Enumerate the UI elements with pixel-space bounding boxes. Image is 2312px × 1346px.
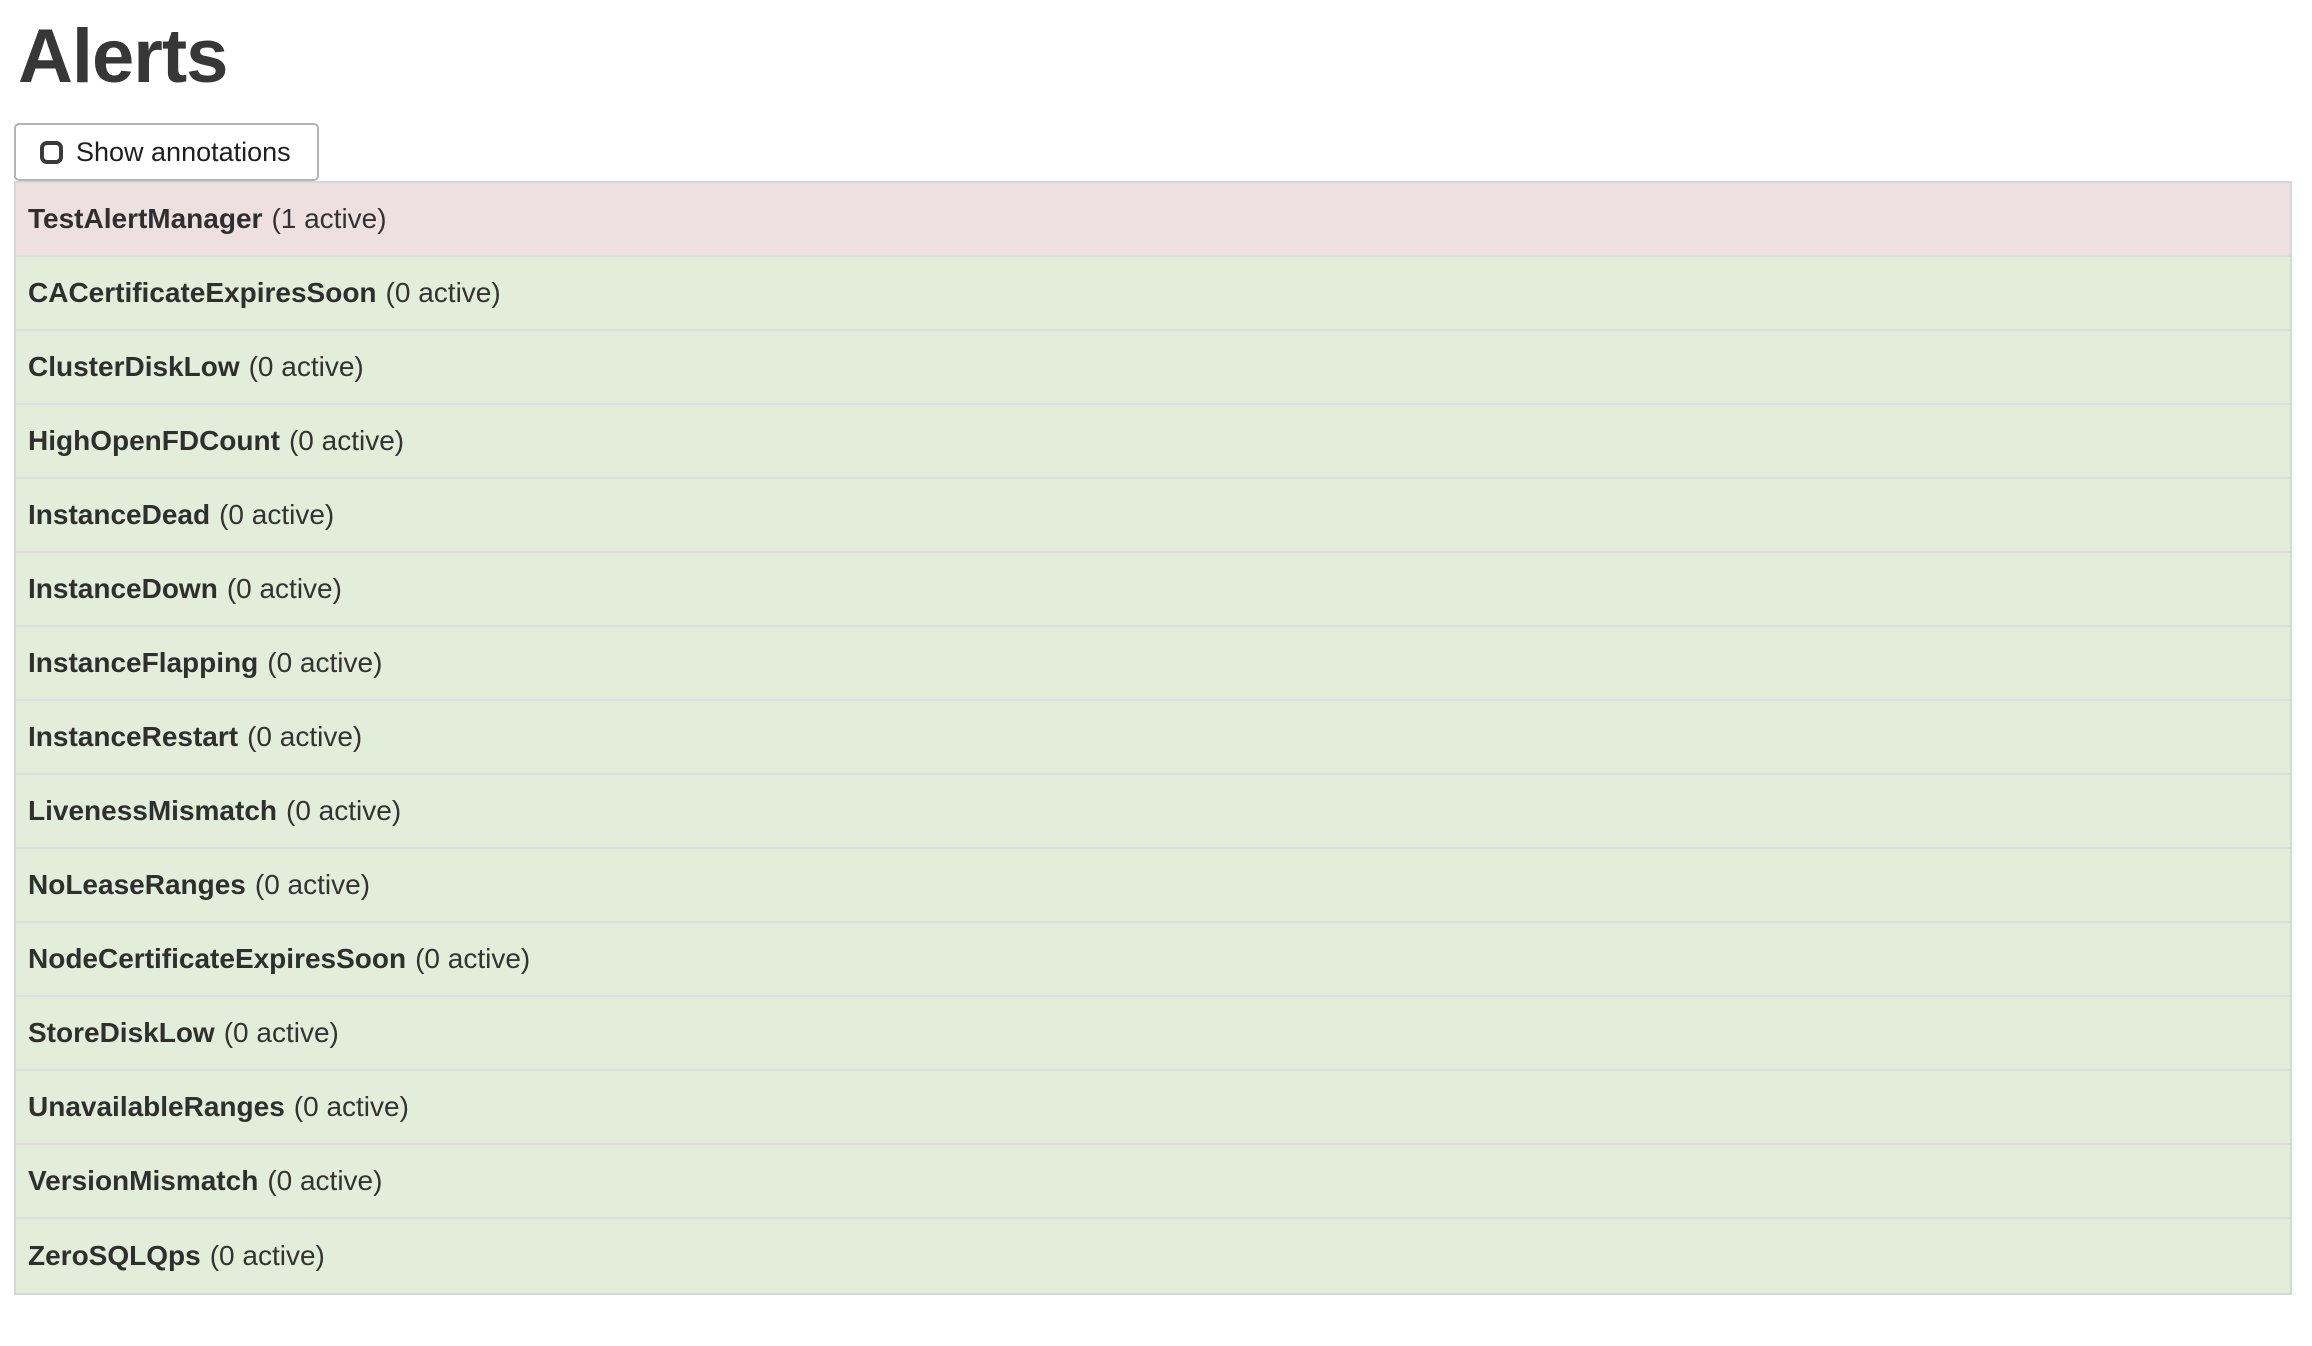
alert-rule-row[interactable]: VersionMismatch (0 active) — [16, 1145, 2290, 1220]
toolbar: Show annotations — [14, 123, 2292, 182]
show-annotations-label: Show annotations — [76, 136, 291, 167]
alert-rule-row[interactable]: InstanceFlapping (0 active) — [16, 627, 2290, 702]
alert-active-count: (1 active) — [271, 203, 387, 235]
alert-rule-name: NoLeaseRanges — [28, 869, 246, 901]
alerts-list: TestAlertManager (1 active) CACertificat… — [14, 181, 2292, 1296]
alert-rule-name: TestAlertManager — [28, 203, 263, 235]
alert-rule-row[interactable]: InstanceDown (0 active) — [16, 553, 2290, 628]
alert-active-count: (0 active) — [267, 647, 383, 679]
alert-rule-name: InstanceRestart — [28, 721, 239, 753]
alert-rule-row[interactable]: ZeroSQLQps (0 active) — [16, 1219, 2290, 1294]
alert-rule-row[interactable]: InstanceRestart (0 active) — [16, 701, 2290, 776]
alerts-page: Alerts Show annotations TestAlertManager… — [0, 14, 2312, 1296]
alert-active-count: (0 active) — [248, 351, 364, 383]
alert-rule-row[interactable]: LivenessMismatch (0 active) — [16, 775, 2290, 850]
show-annotations-button[interactable]: Show annotations — [14, 123, 319, 182]
alert-active-count: (0 active) — [267, 1165, 383, 1197]
alert-active-count: (0 active) — [209, 1240, 325, 1272]
alert-rule-name: NodeCertificateExpiresSoon — [28, 943, 407, 975]
alert-rule-name: InstanceDown — [28, 573, 218, 605]
alert-rule-name: InstanceFlapping — [28, 647, 259, 679]
alert-rule-row[interactable]: CACertificateExpiresSoon (0 active) — [16, 257, 2290, 332]
alert-active-count: (0 active) — [293, 1091, 409, 1123]
alert-rule-row[interactable]: UnavailableRanges (0 active) — [16, 1071, 2290, 1146]
alert-rule-name: CACertificateExpiresSoon — [28, 277, 377, 309]
alert-active-count: (0 active) — [286, 795, 402, 827]
alert-active-count: (0 active) — [415, 943, 531, 975]
show-annotations-checkbox-icon[interactable] — [40, 140, 63, 164]
alert-active-count: (0 active) — [254, 869, 371, 901]
alert-rule-name: ZeroSQLQps — [28, 1240, 201, 1272]
alert-rule-row[interactable]: TestAlertManager (1 active) — [16, 183, 2290, 258]
alert-rule-name: HighOpenFDCount — [28, 425, 280, 457]
alert-rule-row[interactable]: NodeCertificateExpiresSoon (0 active) — [16, 923, 2290, 998]
alert-active-count: (0 active) — [247, 721, 363, 753]
alert-active-count: (0 active) — [219, 499, 335, 531]
alert-rule-row[interactable]: ClusterDiskLow (0 active) — [16, 331, 2290, 406]
alert-rule-name: ClusterDiskLow — [28, 351, 240, 383]
alert-active-count: (0 active) — [288, 425, 405, 457]
alert-active-count: (0 active) — [223, 1017, 339, 1049]
alert-rule-name: StoreDiskLow — [28, 1017, 215, 1049]
alert-rule-name: VersionMismatch — [28, 1165, 259, 1197]
alert-rule-row[interactable]: HighOpenFDCount (0 active) — [16, 405, 2290, 480]
alert-rule-row[interactable]: InstanceDead (0 active) — [16, 479, 2290, 554]
alert-active-count: (0 active) — [226, 573, 342, 605]
alert-active-count: (0 active) — [385, 277, 501, 309]
alert-rule-row[interactable]: NoLeaseRanges (0 active) — [16, 849, 2290, 924]
alert-rule-name: UnavailableRanges — [28, 1091, 285, 1123]
alert-rule-name: InstanceDead — [28, 499, 211, 531]
page-title: Alerts — [18, 14, 228, 99]
alert-rule-row[interactable]: StoreDiskLow (0 active) — [16, 997, 2290, 1072]
alert-rule-name: LivenessMismatch — [28, 795, 277, 827]
